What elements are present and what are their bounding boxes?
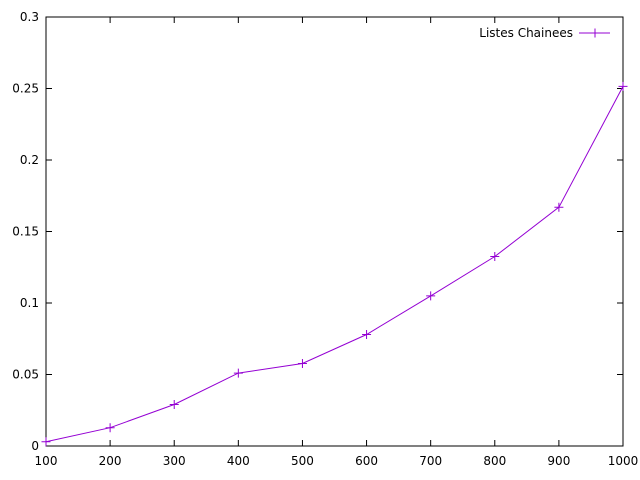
data-point-marker — [426, 291, 436, 301]
x-tick-label: 500 — [291, 454, 314, 468]
y-tick-label: 0.2 — [20, 153, 39, 167]
axis-ticks: 100 200 300 400 500 600 700 800 900 1000 0 0.05 0.1 0… — [12, 10, 638, 468]
x-tick-label: 100 — [35, 454, 58, 468]
y-tick-label: 0.25 — [12, 82, 39, 96]
legend-marker — [590, 28, 600, 38]
x-tick-label: 400 — [227, 454, 250, 468]
series-line — [45, 86, 624, 443]
y-tick-label: 0.1 — [20, 296, 39, 310]
y-tick-label: 0.05 — [12, 368, 39, 382]
y-tick-label: 0 — [31, 439, 39, 453]
x-tick-label: 700 — [419, 454, 442, 468]
x-tick-label: 600 — [355, 454, 378, 468]
y-tick-label: 0.15 — [12, 225, 39, 239]
data-point-marker — [169, 400, 179, 410]
x-tick-label: 1000 — [608, 454, 639, 468]
data-point-marker — [233, 368, 243, 378]
data-point-marker — [362, 329, 372, 339]
y-tick-label: 0.3 — [20, 10, 39, 24]
data-point-marker — [297, 358, 307, 368]
x-tick-label: 900 — [547, 454, 570, 468]
data-point-marker — [618, 81, 628, 91]
plot-frame — [45, 16, 624, 447]
data-point-marker — [105, 423, 115, 433]
x-tick-label: 200 — [99, 454, 122, 468]
data-point-marker — [490, 252, 500, 262]
legend-label: Listes Chainees — [479, 26, 573, 40]
x-tick-label: 800 — [483, 454, 506, 468]
x-tick-label: 300 — [163, 454, 186, 468]
legend: Listes Chainees — [479, 26, 610, 40]
data-point-marker — [41, 437, 51, 447]
series-layer — [41, 81, 628, 447]
data-point-marker — [554, 202, 564, 212]
